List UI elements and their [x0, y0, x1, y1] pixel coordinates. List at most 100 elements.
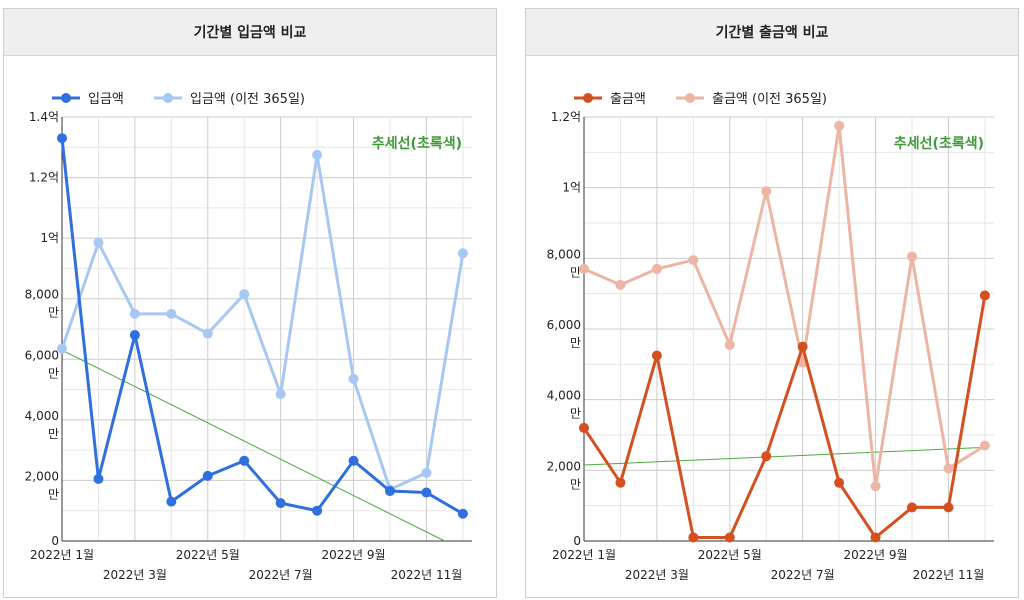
y-tick-label: 8,000 — [547, 247, 581, 261]
data-point — [275, 389, 286, 400]
withdrawal-line-chart: 0 2,000 만 4,000 만 6,000 만 8,000 만 1억 1.2억 2022년 1월 2… — [547, 92, 994, 582]
legend-swatch-marker — [61, 93, 71, 103]
data-point — [724, 339, 735, 350]
data-point — [166, 308, 177, 319]
data-point — [239, 289, 250, 300]
x-tick-label: 2022년 7월 — [771, 568, 835, 582]
x-tick-label: 2022년 1월 — [552, 548, 616, 562]
data-point — [129, 308, 140, 319]
data-point — [688, 255, 699, 266]
legend-swatch-marker — [583, 93, 593, 103]
data-point — [57, 343, 67, 354]
data-point — [348, 373, 359, 384]
trendline — [61, 349, 445, 542]
x-tick-label: 2022년 5월 — [176, 548, 240, 562]
legend-swatch-marker — [685, 93, 695, 103]
x-tick-label: 2022년 1월 — [30, 548, 94, 562]
chart-title: 기간별 출금액 비교 — [526, 9, 1018, 56]
series-line-previous — [583, 124, 986, 488]
data-point — [870, 481, 881, 492]
data-point — [724, 532, 735, 543]
y-tick-label: 만 — [570, 336, 581, 350]
legend-swatch-marker — [163, 93, 173, 103]
y-tick-label: 1.4억 — [29, 110, 59, 124]
data-point — [907, 502, 917, 513]
x-tick-label: 2022년 3월 — [625, 568, 689, 582]
y-tick-label: 2,000 — [25, 469, 59, 483]
data-point — [943, 502, 954, 513]
data-point — [579, 422, 589, 433]
y-tick-label: 1.2억 — [29, 171, 59, 185]
legend-label: 출금액 (이전 365일) — [712, 92, 827, 107]
y-tick-label: 6,000 — [25, 348, 59, 362]
deposit-line-chart: 0 2,000 만 4,000 만 6,000 만 8,000 만 1억 1.2억 1.4억 2022년… — [25, 92, 472, 582]
x-tick-label: 2022년 11월 — [391, 568, 463, 582]
y-tick-label: 6,000 — [547, 318, 581, 332]
y-tick-label: 만 — [570, 407, 581, 421]
data-point — [421, 487, 432, 498]
data-point — [312, 149, 323, 160]
data-point — [457, 248, 468, 259]
data-point — [651, 350, 662, 361]
y-tick-label: 만 — [48, 306, 59, 320]
y-tick-label: 만 — [570, 477, 581, 491]
withdrawal-chart-panel: 기간별 출금액 비교 0 2,000 만 4,000 만 6,000 만 8,000 만 1억 1.… — [525, 8, 1019, 598]
data-point — [870, 532, 881, 543]
y-tick-label: 0 — [51, 534, 59, 548]
data-point — [834, 120, 845, 131]
y-tick-label: 1.2억 — [551, 110, 581, 124]
chart-title: 기간별 입금액 비교 — [4, 9, 496, 56]
data-point — [166, 496, 177, 507]
x-tick-label: 2022년 11월 — [913, 568, 985, 582]
deposit-chart-panel: 기간별 입금액 비교 0 2,000 만 4,000 만 6,000 만 8,000 만 1억 1.… — [3, 8, 497, 598]
x-tick-label: 2022년 7월 — [249, 568, 313, 582]
data-point — [834, 477, 845, 488]
data-point — [93, 237, 104, 248]
data-point — [615, 477, 626, 488]
data-point — [979, 290, 990, 301]
trendline — [583, 446, 985, 466]
x-tick-label: 2022년 9월 — [322, 548, 386, 562]
data-point — [239, 455, 250, 466]
y-tick-label: 4,000 — [547, 389, 581, 403]
x-tick-label: 2022년 9월 — [844, 548, 908, 562]
y-tick-label: 만 — [48, 366, 59, 380]
series-line-current — [582, 295, 987, 539]
data-point — [688, 532, 699, 543]
data-point — [797, 341, 808, 352]
trendline-annotation: 추세선(초록색) — [372, 136, 462, 152]
trendline-annotation: 추세선(초록색) — [894, 136, 984, 152]
data-point — [57, 133, 67, 144]
data-point — [979, 440, 990, 451]
data-point — [457, 508, 468, 519]
data-point — [761, 451, 772, 462]
y-tick-label: 만 — [48, 427, 59, 441]
data-point — [312, 505, 323, 516]
y-tick-label: 만 — [570, 265, 581, 279]
y-tick-label: 2,000 — [547, 459, 581, 473]
y-tick-label: 만 — [48, 487, 59, 501]
y-tick-label: 0 — [573, 534, 581, 548]
data-point — [579, 263, 589, 274]
legend-label: 입금액 — [88, 92, 124, 107]
y-tick-label: 1억 — [40, 231, 59, 245]
data-point — [943, 463, 954, 474]
series-line-previous — [60, 153, 465, 492]
y-tick-label: 1억 — [562, 181, 581, 195]
data-point — [202, 328, 213, 339]
data-point — [385, 486, 395, 497]
data-point — [651, 263, 662, 274]
x-tick-label: 2022년 3월 — [103, 568, 167, 582]
data-point — [421, 467, 432, 478]
data-point — [761, 186, 772, 197]
series-line-current — [60, 138, 464, 516]
data-point — [907, 251, 917, 262]
data-point — [615, 279, 626, 290]
data-point — [275, 498, 286, 509]
y-tick-label: 4,000 — [25, 409, 59, 423]
data-point — [129, 330, 140, 341]
data-point — [93, 473, 104, 484]
data-point — [348, 455, 359, 466]
y-tick-label: 8,000 — [25, 288, 59, 302]
data-point — [202, 470, 213, 481]
